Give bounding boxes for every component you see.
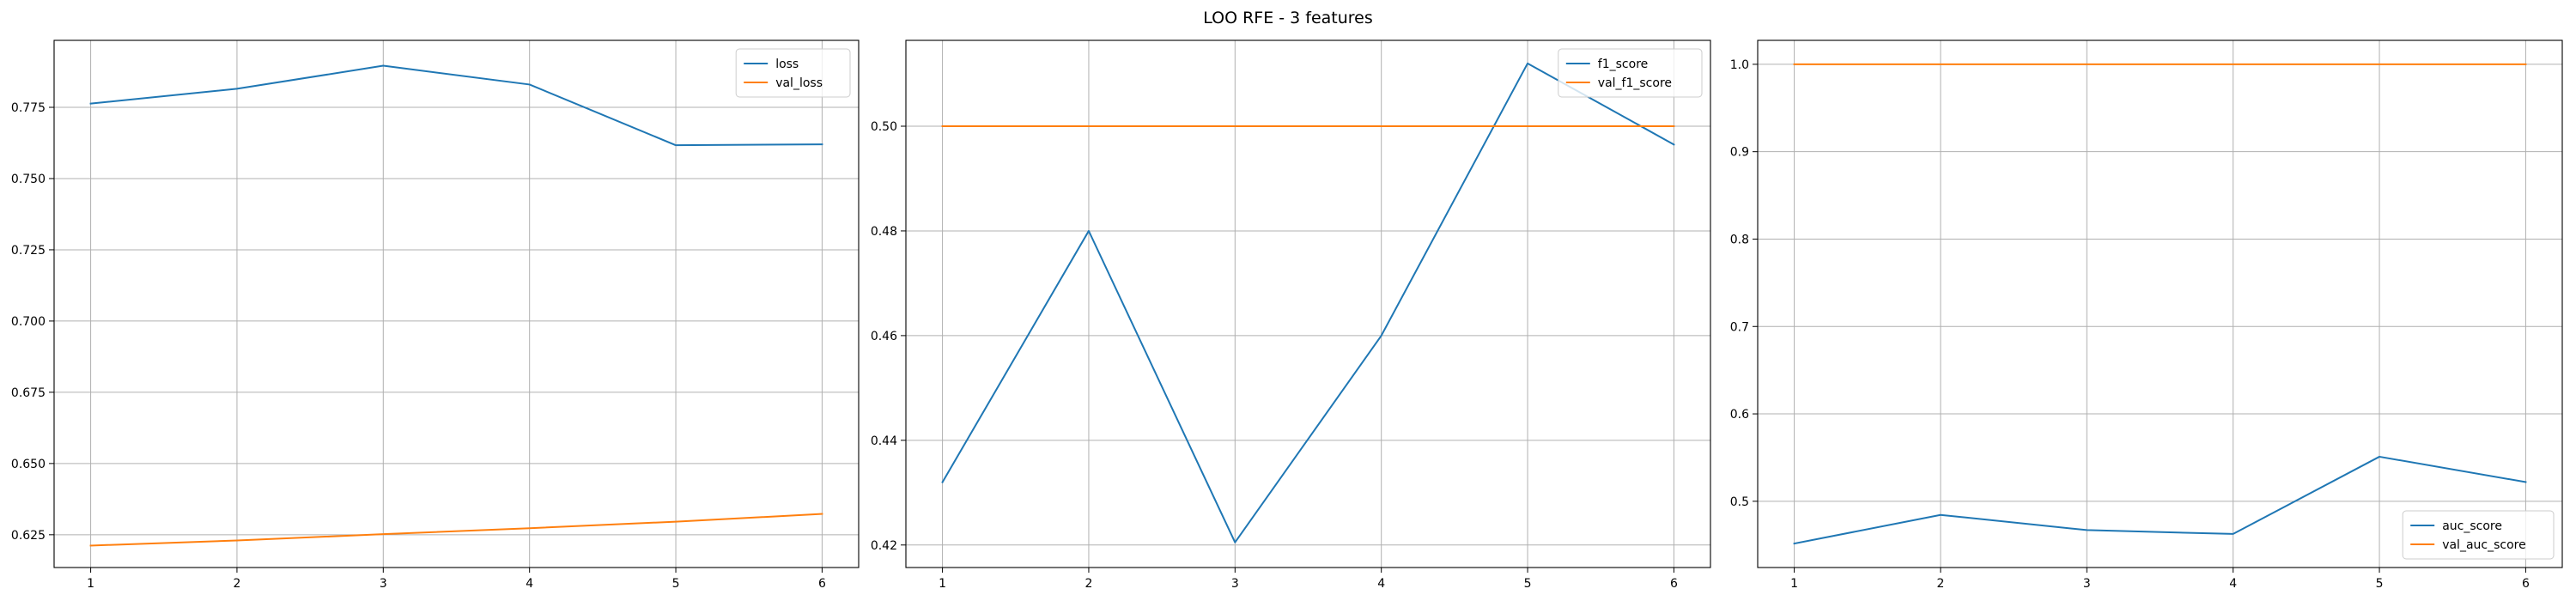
y-tick-label: 0.725 [11,244,46,258]
y-tick-label: 0.750 [11,173,46,186]
y-tick-label: 0.775 [11,101,46,115]
x-tick-label: 1 [939,577,946,591]
legend-label: loss [775,58,799,71]
axes-frame [53,39,860,568]
y-tick-label: 0.5 [1730,495,1749,509]
x-tick-label: 6 [1670,577,1678,591]
y-tick-label: 0.46 [871,330,897,343]
x-tick-label: 3 [380,577,387,591]
y-tick-label: 0.9 [1730,146,1749,160]
y-tick-label: 0.42 [871,539,897,553]
y-tick-label: 0.50 [871,120,897,134]
series-line-val-loss [89,513,823,547]
x-tick-label: 1 [87,577,94,591]
x-tick-label: 2 [1936,577,1944,591]
legend-label: val_loss [775,76,823,90]
x-tick-label: 5 [672,577,680,591]
y-tick-label: 0.700 [11,315,46,329]
y-tick-label: 0.6 [1730,408,1749,422]
x-tick-label: 3 [1231,577,1239,591]
x-tick-label: 3 [2083,577,2091,591]
x-tick-label: 2 [233,577,240,591]
x-tick-label: 2 [1084,577,1092,591]
x-tick-label: 1 [1790,577,1798,591]
y-tick-label: 0.48 [871,225,897,239]
x-tick-label: 6 [818,577,826,591]
x-tick-label: 4 [2229,577,2237,591]
axes-frame [905,39,1711,568]
y-tick-label: 0.650 [11,458,46,471]
legend-label: val_auc_score [2442,538,2526,552]
x-tick-label: 6 [2522,577,2530,591]
subplot-1: 1 2 3 4 5 6 0.625 0.650 0.675 0.700 0.725 0.750 0.77… [11,39,860,591]
y-tick-label: 1.0 [1730,58,1749,72]
legend-box [1558,48,1703,98]
x-tick-label: 4 [526,577,533,591]
subplot-2: 1 2 3 4 5 6 0.42 0.44 0.46 0.48 0.50 f1_score val_f1… [871,39,1711,591]
figure-title: LOO RFE - 3 features [1203,9,1373,27]
y-tick-label: 0.8 [1730,233,1749,246]
legend: loss val_loss [735,48,851,98]
series-line-f1-score [941,62,1675,543]
y-tick-label: 0.7 [1730,320,1749,334]
legend: auc_score val_auc_score [2402,510,2555,560]
y-tick-label: 0.44 [871,434,897,448]
legend-box [2402,510,2555,560]
legend-box [735,48,851,98]
series-line-loss [89,64,823,147]
axes-frame [1757,39,2563,568]
legend: f1_score val_f1_score [1558,48,1703,98]
y-tick-label: 0.625 [11,529,46,543]
series-line-auc-score [1793,455,2527,545]
legend-label: auc_score [2442,519,2502,533]
subplot-3: 1 2 3 4 5 6 0.5 0.6 0.7 0.8 0.9 1.0 auc_score val_auc… [1730,39,2563,591]
legend-label: val_f1_score [1598,76,1672,90]
x-tick-label: 5 [1524,577,1532,591]
y-tick-label: 0.675 [11,386,46,400]
x-tick-label: 4 [1377,577,1385,591]
x-tick-label: 5 [2376,577,2384,591]
legend-label: f1_score [1598,58,1648,71]
